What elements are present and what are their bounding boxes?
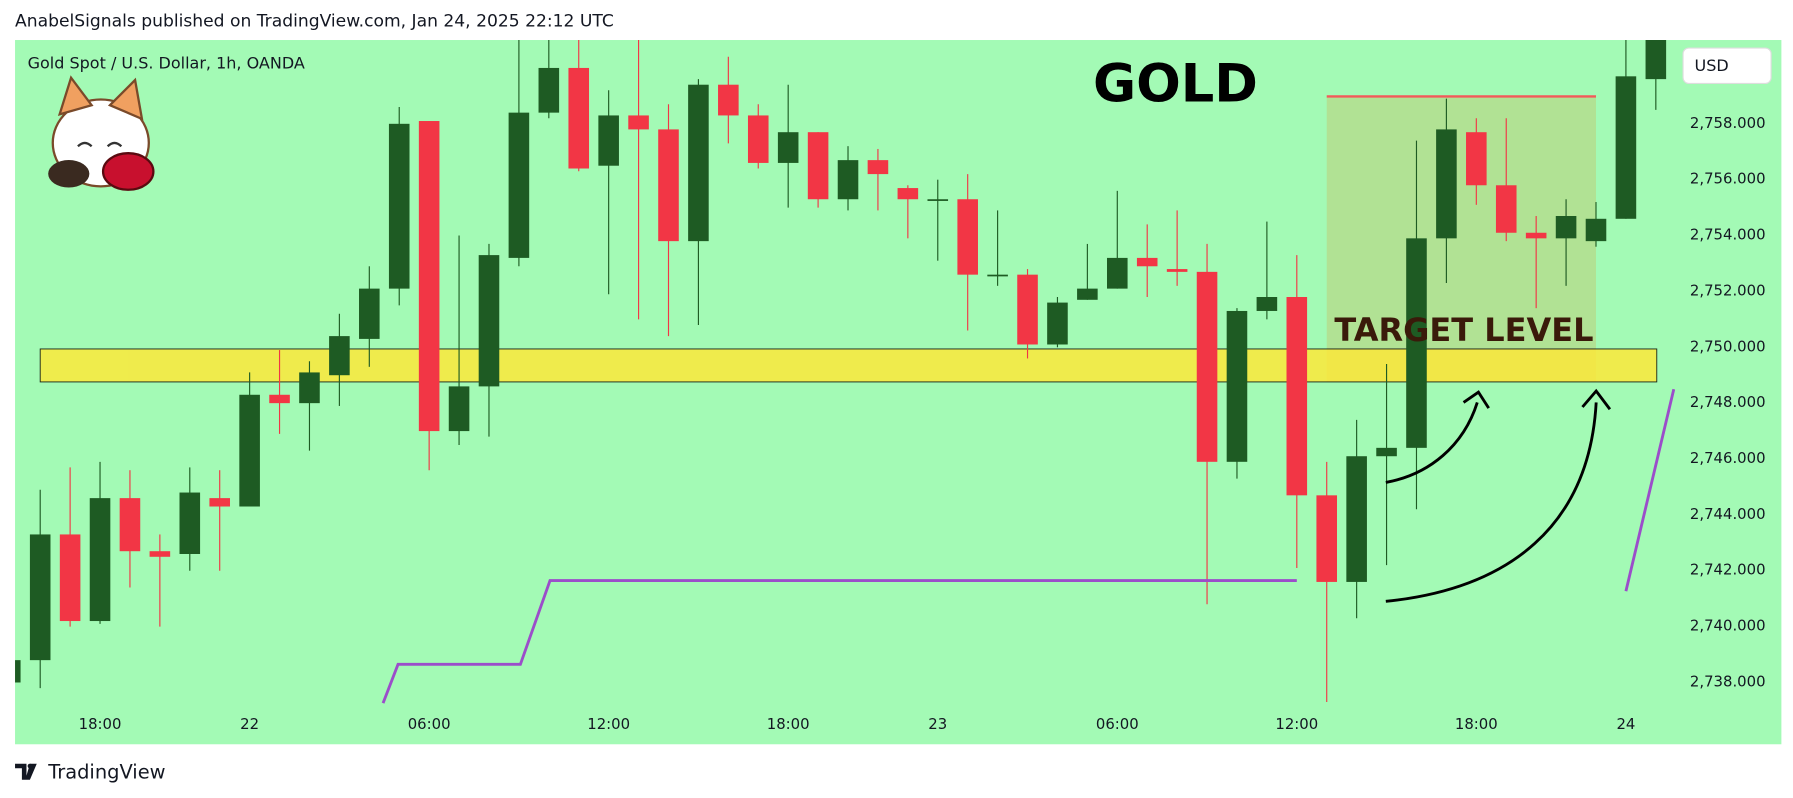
candle-body <box>1555 215 1577 239</box>
y-tick-label: 2,746.000 <box>1690 449 1766 467</box>
candle-body <box>179 492 201 554</box>
candle-body <box>1316 495 1338 582</box>
candle-body <box>1466 132 1487 186</box>
candle-body <box>1406 238 1427 448</box>
candle-body <box>1585 218 1607 242</box>
symbol-label: Gold Spot / U.S. Dollar, 1h, OANDA <box>28 54 305 73</box>
candle-body <box>1017 274 1038 345</box>
x-tick-label: 18:00 <box>1455 715 1498 733</box>
footer-brand: TradingView <box>47 760 165 783</box>
candle-body <box>1166 269 1188 272</box>
x-tick-label: 23 <box>928 715 947 733</box>
candle-body <box>807 132 829 200</box>
candle-body <box>269 394 290 404</box>
candle-body <box>209 498 230 507</box>
currency-label: USD <box>1695 56 1729 75</box>
x-tick-label: 06:00 <box>1096 715 1139 733</box>
candle-body <box>59 534 81 622</box>
candle-body <box>927 199 949 201</box>
candle-body <box>957 199 978 275</box>
candle-body <box>1376 447 1397 457</box>
candle-body <box>15 660 21 683</box>
candle-body <box>119 498 141 552</box>
candle-body <box>1525 232 1547 239</box>
x-tick-label: 06:00 <box>408 715 451 733</box>
candle-body <box>1436 129 1457 239</box>
candle-body <box>1645 40 1667 80</box>
candle-body <box>149 551 171 557</box>
y-tick-label: 2,758.000 <box>1690 114 1766 132</box>
candle-body <box>89 498 111 622</box>
y-tick-label: 2,756.000 <box>1690 170 1766 188</box>
candle-body <box>1136 257 1158 267</box>
candle-body <box>329 336 350 376</box>
target-zone <box>1326 96 1596 382</box>
candle-body <box>478 255 500 387</box>
candle-body <box>897 188 919 200</box>
y-tick-label: 2,742.000 <box>1690 561 1766 579</box>
arrow-head <box>1581 388 1612 411</box>
arrow <box>1385 402 1598 603</box>
arrow <box>1385 401 1479 484</box>
candle-body <box>1256 297 1278 311</box>
candle-body <box>1615 76 1637 219</box>
y-tick-label: 2,750.000 <box>1690 337 1766 355</box>
candle-body <box>718 84 739 116</box>
y-tick-label: 2,740.000 <box>1690 617 1766 635</box>
y-tick-label: 2,744.000 <box>1690 505 1766 523</box>
indicator-line <box>381 579 1297 704</box>
candle-body <box>29 534 51 661</box>
candle-body <box>867 160 889 175</box>
candle-body <box>628 115 649 130</box>
candle-body <box>1495 185 1517 233</box>
x-tick-label: 12:00 <box>587 715 630 733</box>
y-tick-label: 2,754.000 <box>1690 226 1766 244</box>
x-tick-label: 18:00 <box>79 715 122 733</box>
candle-body <box>568 67 590 169</box>
candle-body <box>299 372 320 404</box>
candle-body <box>598 115 619 166</box>
arrow-head <box>1462 390 1490 409</box>
candle-body <box>1077 288 1098 300</box>
candle-body <box>837 160 859 200</box>
indicator-line <box>1624 388 1676 592</box>
candle-body <box>987 274 1008 277</box>
candle-body <box>747 115 769 163</box>
publisher-header: AnabelSignals published on TradingView.c… <box>15 12 614 32</box>
x-tick-label: 24 <box>1616 715 1635 733</box>
candle-body <box>1346 456 1367 582</box>
candle-body <box>1047 302 1068 345</box>
band-label: TARGET LEVEL <box>1334 311 1593 349</box>
candle-body <box>1286 297 1308 496</box>
currency-box <box>1682 47 1772 85</box>
candle-body <box>388 123 410 289</box>
tv-logo <box>15 763 37 780</box>
candle-body <box>1226 310 1248 462</box>
candle-body <box>418 121 440 432</box>
candle-body <box>359 288 380 339</box>
candle-body <box>239 394 260 507</box>
candle-body <box>538 67 560 113</box>
chart-title: GOLD <box>1093 54 1258 115</box>
candle-body <box>448 386 470 432</box>
x-tick-label: 18:00 <box>767 715 810 733</box>
candle-body <box>1196 271 1218 462</box>
y-tick-label: 2,738.000 <box>1690 672 1766 690</box>
candle-body <box>658 129 679 242</box>
candle-body <box>1106 257 1128 289</box>
y-tick-label: 2,748.000 <box>1690 393 1766 411</box>
x-tick-label: 12:00 <box>1275 715 1318 733</box>
y-tick-label: 2,752.000 <box>1690 281 1766 299</box>
candle-body <box>777 132 799 163</box>
candle-body <box>688 84 709 242</box>
plot-area <box>15 40 1676 704</box>
candle-body <box>508 112 530 258</box>
cat-sticker <box>48 75 155 191</box>
x-tick-label: 22 <box>240 715 259 733</box>
